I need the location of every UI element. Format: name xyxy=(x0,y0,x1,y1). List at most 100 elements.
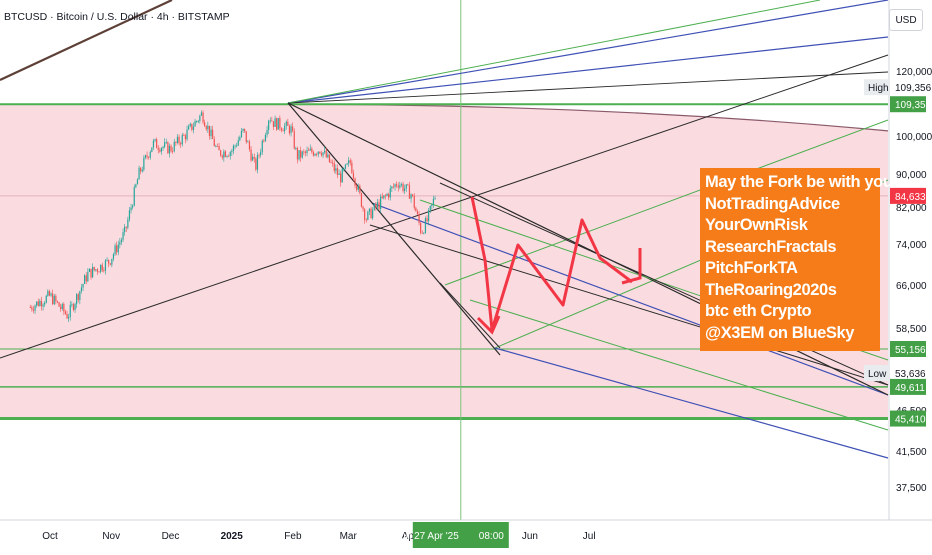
candle-body xyxy=(368,208,371,212)
candle-body xyxy=(119,242,121,245)
candle-body xyxy=(79,291,81,300)
candle-body xyxy=(104,260,107,271)
candle-body xyxy=(284,125,286,132)
candle-body xyxy=(240,130,243,138)
candle-body xyxy=(133,187,135,206)
trend-line xyxy=(371,202,889,396)
annotation-line: btc eth Crypto xyxy=(705,302,812,320)
annotation-line: NotTradingAdvice xyxy=(705,194,840,213)
candle-body xyxy=(314,153,316,156)
candle-body xyxy=(172,151,174,153)
candle-body xyxy=(394,184,396,187)
candle-body xyxy=(359,185,361,194)
annotation-text-box[interactable]: May the Fork be with you! NotTradingAdvi… xyxy=(700,168,898,351)
candle-body xyxy=(88,268,91,272)
candle-body xyxy=(320,153,323,156)
candle-body xyxy=(292,126,294,132)
candle-body xyxy=(197,120,199,122)
candle-body xyxy=(205,126,207,130)
candle-body xyxy=(429,205,431,211)
candle-body xyxy=(309,148,311,151)
price-label: 45,410 xyxy=(895,415,926,426)
candle-body xyxy=(282,130,284,132)
candle-body xyxy=(290,126,292,134)
candle-body xyxy=(116,245,118,253)
candle-body xyxy=(277,117,279,130)
trend-line xyxy=(0,54,889,359)
candle-body xyxy=(293,131,295,149)
candle-body xyxy=(48,291,51,296)
candle-body xyxy=(397,185,399,188)
candle-body xyxy=(95,269,97,271)
x-tick-label: 2025 xyxy=(221,531,244,542)
trend-line xyxy=(287,0,821,104)
candle-body xyxy=(213,138,215,147)
candle-body xyxy=(152,140,155,148)
candle-body xyxy=(271,120,273,122)
candle-body xyxy=(108,259,110,264)
candle-body xyxy=(196,121,198,122)
candle-body xyxy=(120,239,123,243)
candle-body xyxy=(76,294,78,305)
candle-body xyxy=(167,142,169,154)
price-label: 49,611 xyxy=(895,383,925,394)
trend-line xyxy=(494,347,889,459)
price-label-bg xyxy=(890,378,926,395)
candle-body xyxy=(71,304,73,306)
candle-body xyxy=(372,209,374,219)
candle-body xyxy=(376,202,379,208)
price-label-prefix: Low xyxy=(868,369,887,380)
candle-body xyxy=(324,150,326,153)
y-tick-label: 120,000 xyxy=(896,67,932,78)
candle-body xyxy=(64,311,67,314)
candle-body xyxy=(140,167,142,172)
candle-body xyxy=(280,128,283,131)
candle-body xyxy=(109,263,111,265)
candle-body xyxy=(122,232,124,240)
candle-body xyxy=(93,266,95,271)
annotation-line: YourOwnRisk xyxy=(705,216,808,234)
candle-body xyxy=(66,313,68,319)
candle-body xyxy=(223,151,225,158)
candle-body xyxy=(274,118,276,127)
candle-body xyxy=(428,210,430,222)
candle-body xyxy=(101,264,103,271)
candle-body xyxy=(106,259,108,261)
candle-body xyxy=(200,112,203,116)
candle-body xyxy=(40,300,43,307)
candle-body xyxy=(154,139,156,141)
candle-body xyxy=(296,148,299,160)
trend-line xyxy=(439,282,501,349)
candle-body xyxy=(396,184,398,186)
candle-body xyxy=(77,294,79,300)
price-label-bg xyxy=(890,187,926,204)
candle-body xyxy=(156,139,158,149)
candle-body xyxy=(426,218,428,222)
candle-body xyxy=(164,142,166,147)
candle-body xyxy=(44,302,46,305)
x-tick-label: Dec xyxy=(162,531,180,542)
candle-body xyxy=(255,158,257,170)
projection-path xyxy=(470,196,633,332)
price-label: 55,156 xyxy=(895,345,926,356)
candle-body xyxy=(258,155,260,156)
candle-body xyxy=(232,145,235,152)
candle-body xyxy=(111,258,113,265)
projection-arrow-head xyxy=(476,315,501,335)
symbol-title[interactable]: BTCUSD · Bitcoin / U.S. Dollar · 4h · BI… xyxy=(4,11,230,23)
crosshair-date-label: Sun 27 Apr '25 xyxy=(394,531,460,542)
candle-body xyxy=(237,140,239,146)
candle-body xyxy=(338,173,340,175)
candle-body xyxy=(407,184,409,186)
candle-body xyxy=(192,126,195,130)
candle-body xyxy=(285,121,287,126)
candle-body xyxy=(332,162,334,164)
currency-button[interactable]: USD xyxy=(889,9,923,31)
candle-body xyxy=(168,145,171,154)
candle-body xyxy=(34,305,36,311)
candle-body xyxy=(330,162,332,163)
candle-body xyxy=(400,183,403,186)
y-tick-label: 90,000 xyxy=(896,170,927,181)
